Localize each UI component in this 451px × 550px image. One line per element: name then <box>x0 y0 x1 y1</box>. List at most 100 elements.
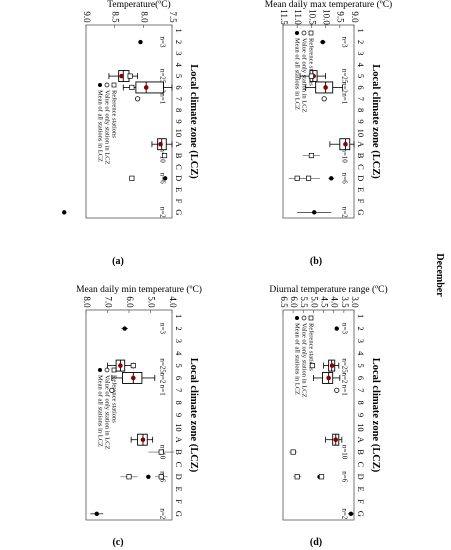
legend-marker-reference <box>111 367 117 373</box>
category-label: D <box>174 175 184 181</box>
category-label: 9 <box>174 413 184 417</box>
reference-station-point <box>129 175 135 181</box>
category-label: B <box>356 153 366 159</box>
mean-point <box>162 176 168 181</box>
n-label: n=1 <box>340 385 348 396</box>
mean-point <box>326 375 331 381</box>
plot-frame <box>282 24 355 219</box>
mean-point <box>333 437 339 443</box>
n-label: n=25 <box>340 358 348 373</box>
category-label: E <box>174 487 184 492</box>
n-label: n=6 <box>340 471 348 482</box>
legend-marker-single <box>301 315 307 321</box>
category-label: 10 <box>174 129 184 138</box>
legend-entry: Reference stations <box>111 90 118 138</box>
category-label: 8 <box>174 401 184 405</box>
legend-marker-mean <box>98 83 102 87</box>
n-label: n=2 <box>158 372 166 383</box>
category-label: 7 <box>174 97 184 101</box>
reference-station-point <box>290 449 296 455</box>
reference-station-point <box>308 73 314 79</box>
category-label: 4 <box>356 63 366 68</box>
single-station-point <box>109 387 115 393</box>
legend-marker-reference <box>111 82 117 88</box>
n-label: n=25 <box>158 358 166 373</box>
n-label: n=6 <box>340 173 348 184</box>
category-label: G <box>174 511 184 517</box>
legend-entry: Value of only station in LCZ <box>301 38 308 113</box>
tick-label: 7.0 <box>103 296 113 308</box>
legend-marker-mean <box>295 31 299 35</box>
n-label: n=1 <box>340 93 348 104</box>
tick-label: 8.0 <box>139 11 149 23</box>
tick-label: 11.0 <box>293 9 303 25</box>
legend-entry: Mean of all stations in LCZ <box>97 90 104 162</box>
tick-label: 11.5 <box>279 9 289 25</box>
mean-point <box>119 73 124 79</box>
category-label: 5 <box>174 363 184 367</box>
n-label: n=3 <box>158 37 166 48</box>
category-label: A <box>174 141 184 148</box>
reference-station-point <box>306 175 312 181</box>
category-label: D <box>174 474 184 480</box>
category-axis-title: Local climate zone (LCZ) <box>370 64 381 179</box>
mean-point <box>329 176 334 181</box>
reference-station-point <box>127 73 133 79</box>
mean-point <box>343 141 348 147</box>
category-label: 5 <box>356 363 366 367</box>
single-station-point <box>334 387 340 393</box>
category-label: 3 <box>174 51 184 55</box>
n-label: n=2 <box>158 508 166 519</box>
category-label: A <box>356 141 366 148</box>
tick-label: 6.5 <box>279 296 289 308</box>
n-label: n=2 <box>340 207 348 218</box>
legend-entry: Mean of all stations in LCZ <box>294 323 301 395</box>
reference-station-point <box>126 474 132 480</box>
axis-title: Temperature(ºC) <box>107 0 170 10</box>
category-label: 4 <box>174 63 184 68</box>
category-label: C <box>174 164 184 170</box>
category-label: 1 <box>174 29 184 33</box>
tick-label: 6.0 <box>125 296 135 308</box>
category-label: 7 <box>356 97 366 101</box>
tick-label: 7.5 <box>168 11 178 23</box>
tick-label: 4.0 <box>168 296 178 308</box>
category-label: 1 <box>356 314 366 318</box>
panel-letter-b: (b) <box>310 256 322 267</box>
category-label: 10 <box>356 129 366 138</box>
category-label: A <box>356 437 366 444</box>
category-axis-title: Local climate zone (LCZ) <box>188 358 199 473</box>
category-axis-title: Local climate zone (LCZ) <box>370 358 381 473</box>
single-station-point <box>135 96 141 102</box>
reference-station-point <box>318 474 325 480</box>
n-label: n=25 <box>158 69 166 84</box>
reference-station-point <box>158 474 164 480</box>
tick-label: 4.0 <box>330 296 340 308</box>
tick-label: 8.0 <box>82 296 92 308</box>
n-label: n=2 <box>340 82 348 93</box>
category-label: D <box>356 474 366 480</box>
mean-point <box>122 326 127 331</box>
category-label: C <box>356 164 366 170</box>
box <box>135 81 164 94</box>
tick-label: 10.5 <box>307 9 317 25</box>
mean-point <box>146 474 151 479</box>
category-label: 2 <box>174 40 184 44</box>
mean-point <box>158 141 163 147</box>
mean-point <box>312 210 317 215</box>
category-label: 3 <box>356 339 366 343</box>
legend-entry: Value of only station in LCZ <box>104 375 111 450</box>
tick-label: 9.5 <box>336 11 346 23</box>
reference-station-point <box>158 449 164 455</box>
n-label: n=6 <box>158 173 166 184</box>
legend-entry: Reference stations <box>308 323 315 371</box>
category-label: 5 <box>356 74 366 78</box>
category-label: 6 <box>174 376 184 380</box>
axis-title: Mean daily min temperature (ºC) <box>76 284 202 295</box>
axis-title: Diurnal temperature range (ºC) <box>269 284 387 295</box>
n-label: n=3 <box>158 323 166 334</box>
tick-label: 10.0 <box>322 9 332 25</box>
mean-point <box>131 375 136 381</box>
